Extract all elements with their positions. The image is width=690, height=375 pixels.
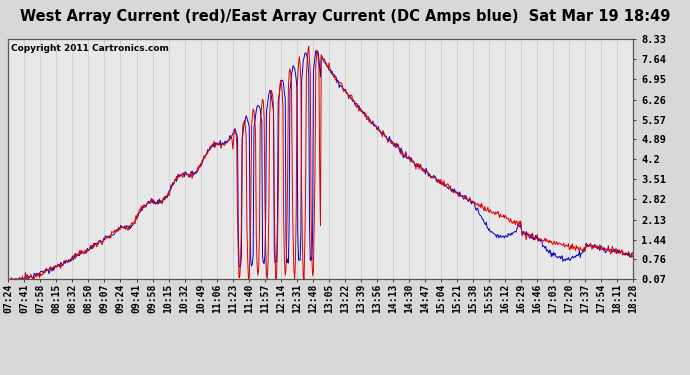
Text: Copyright 2011 Cartronics.com: Copyright 2011 Cartronics.com bbox=[12, 44, 169, 53]
Text: West Array Current (red)/East Array Current (DC Amps blue)  Sat Mar 19 18:49: West Array Current (red)/East Array Curr… bbox=[20, 9, 670, 24]
